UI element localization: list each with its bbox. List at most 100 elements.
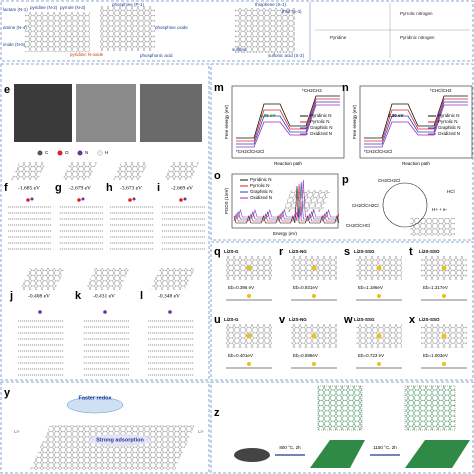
lattice-side	[18, 320, 64, 376]
legend-label: Oxidized N	[310, 131, 332, 136]
structure-name: Li2S-NG	[289, 317, 307, 322]
legend-label: Graphitic N	[310, 125, 333, 130]
molecule	[38, 310, 42, 314]
panel-label: o	[214, 170, 221, 182]
species-label: CH2CH2Cl	[378, 178, 400, 183]
binding-energy: Eb=0.598eV	[293, 353, 318, 358]
adsorption-energy: -0.408 eV	[28, 293, 50, 299]
label: phosphonic acid	[140, 53, 173, 58]
panel-label: p	[342, 174, 349, 186]
charts: m Free energy (eV) Reaction path 1.95 eV *CH…	[214, 82, 473, 236]
structure-name: Li2S-G	[224, 249, 239, 254]
label: Pyrrolic nitrogen	[400, 11, 433, 16]
adsorbate	[376, 265, 382, 271]
lattice-side	[161, 205, 205, 250]
panel-label: w	[343, 314, 353, 326]
adsorption-energy: -3.673 eV	[120, 185, 142, 191]
panel-label: q	[214, 246, 221, 258]
energy-profile	[364, 104, 468, 148]
adsorption-energy: -0.348 eV	[158, 293, 180, 299]
lattice-side	[8, 205, 52, 250]
adsorption-energy: -2.679 eV	[69, 185, 91, 191]
frame	[0, 381, 210, 474]
lattice-side	[110, 205, 154, 250]
panel-label: l	[140, 290, 143, 302]
adsorbate	[247, 362, 251, 366]
binding-energy: Eb=0.931eV	[293, 285, 318, 290]
label: thiol (S-3)	[282, 9, 302, 14]
atom-legend: C O N H	[37, 150, 108, 156]
plot-frame	[231, 85, 345, 159]
structure-name: Li2S-G	[224, 317, 239, 322]
p-doped-graphene	[100, 6, 155, 51]
adsorbate	[311, 265, 317, 271]
label: sulfonic acid (S-2)	[268, 53, 305, 58]
panel-label: k	[75, 290, 82, 302]
mechanism-graphene	[410, 218, 455, 236]
adsorbate	[442, 294, 446, 298]
binding-energy: Eb=0.401eV	[228, 353, 253, 358]
mechanism-graphene	[282, 190, 331, 212]
x-axis-label: Reaction path	[274, 161, 302, 166]
structure-name: Li2S-SSG	[354, 249, 375, 254]
panel-label: u	[214, 314, 221, 326]
label: pyridinic N-oxide	[70, 52, 104, 57]
adsorbate	[312, 294, 316, 298]
label: pyridine (N-2)	[30, 5, 58, 10]
structure-name: Li2S-NG	[289, 249, 307, 254]
adsorbate	[246, 333, 252, 339]
molecule	[81, 197, 85, 201]
adsorbate	[442, 362, 446, 366]
condition-label: 1150 °C, 2h	[373, 445, 397, 450]
structure-inset	[317, 385, 363, 431]
energy-barrier: 1.95 eV	[260, 113, 276, 118]
panel-label: n	[342, 82, 349, 94]
energy-profile	[364, 98, 468, 142]
x-axis-label: Energy (eV)	[273, 231, 298, 236]
binding-energy: Eb=1.003eV	[423, 353, 448, 358]
frame	[210, 63, 474, 241]
condition-label: 800 °C, 2h	[279, 445, 301, 450]
structure-name: Li2S-SSO	[419, 317, 440, 322]
species-label: CH2ClCHCl	[346, 223, 370, 228]
legend-label: Pyrrolic N	[250, 183, 270, 188]
species-label: *CHClCH2	[430, 88, 452, 93]
legend-label: Pyrrolic N	[310, 119, 330, 124]
molecule	[168, 310, 172, 314]
plot-frame	[231, 173, 339, 229]
panel-label: j	[9, 290, 13, 302]
annotation: Li+	[14, 429, 21, 434]
legend-label: Pyridinic N	[250, 177, 272, 182]
label: pyrrole (N-3)	[60, 5, 86, 10]
adsorbate	[441, 265, 447, 271]
top-row: lactam (N-1) pyridine (N-2) pyrrole (N-3…	[0, 0, 474, 62]
adsorbate	[246, 265, 252, 271]
binding-energy: Eb=0.396 eV	[228, 285, 254, 290]
adsorbate	[377, 294, 381, 298]
annotation: Li+	[198, 429, 205, 434]
hrtem-image	[140, 84, 202, 142]
adsorbate	[311, 333, 317, 339]
panel-label: x	[409, 314, 416, 326]
label: amine (N-4)	[3, 25, 27, 30]
lattice-top	[164, 162, 199, 180]
energy-profile	[236, 104, 340, 148]
label: Pyridinic nitrogen	[400, 35, 435, 40]
energy-profile	[364, 101, 468, 145]
label: Pyridine	[330, 35, 347, 40]
panel-label: r	[279, 246, 284, 258]
adsorption-row-1: f -1.685 eV g -2.679 eV h -3.673 eV i -2.669 eV	[4, 162, 205, 250]
panel-label: y	[4, 387, 11, 399]
legend-label: N	[85, 150, 88, 155]
y-axis-label: Free energy (eV)	[224, 104, 229, 139]
structure-inset	[404, 385, 456, 431]
energy-profile	[236, 98, 340, 142]
legend-label: Oxidized N	[438, 131, 460, 136]
frame	[0, 63, 210, 381]
legend-label: Pyridinic N	[310, 113, 332, 118]
panel-label: v	[279, 314, 286, 326]
panel-label: s	[344, 246, 350, 258]
legend-label: Pyridinic N	[438, 113, 460, 118]
panel-label: f	[4, 182, 8, 194]
